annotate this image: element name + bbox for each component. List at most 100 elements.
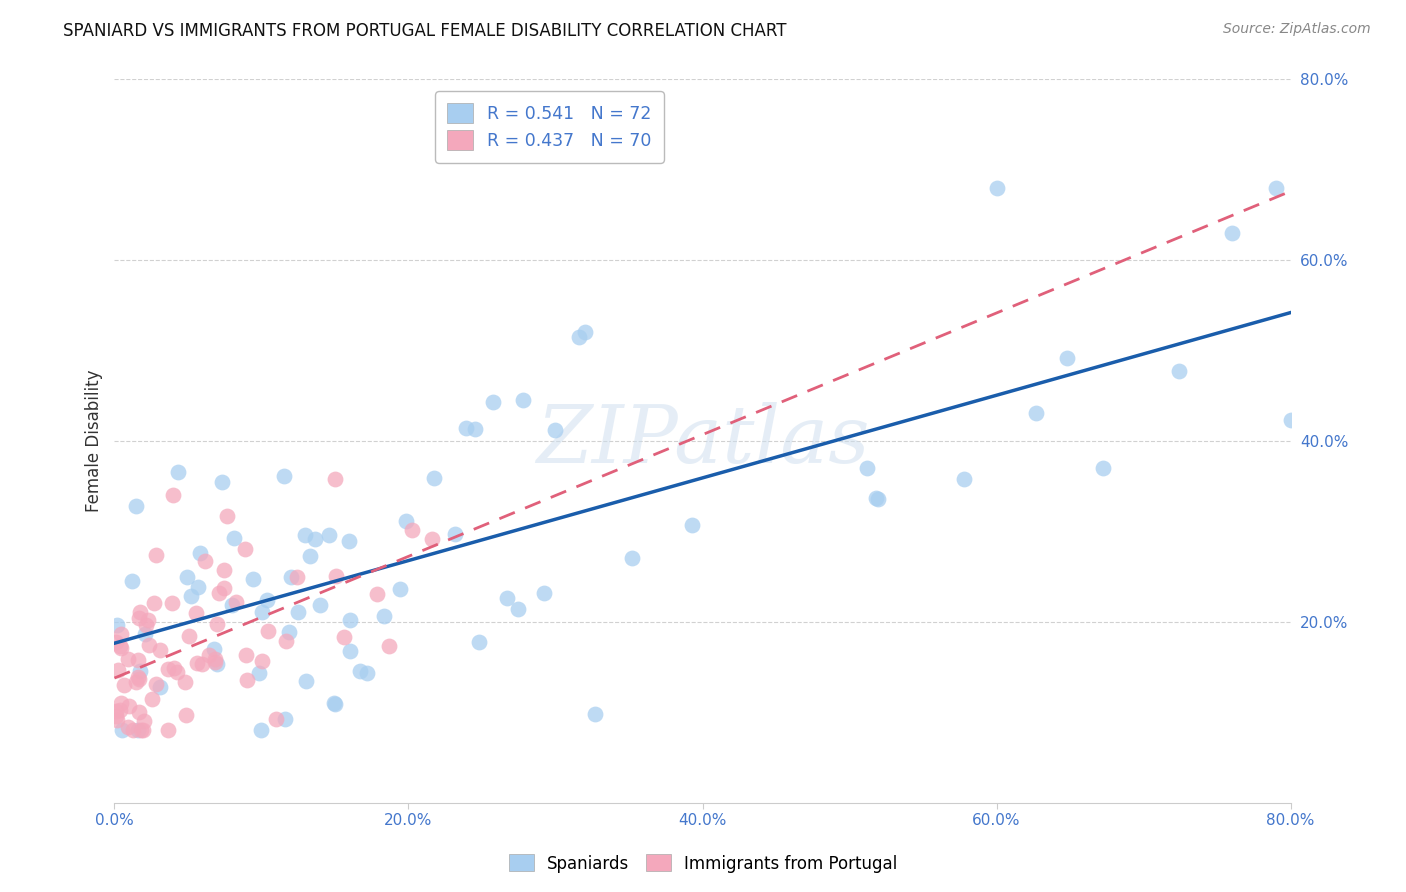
Point (173, 675, 195, 690)
Point (252, 654, 274, 668)
Point (197, 648, 219, 662)
Point (304, 532, 326, 546)
Point (323, 698, 346, 712)
Point (235, 648, 257, 662)
Point (174, 708, 197, 723)
Point (401, 523, 423, 537)
Legend: R = 0.541   N = 72, R = 0.437   N = 70: R = 0.541 N = 72, R = 0.437 N = 70 (436, 91, 664, 162)
Point (256, 593, 278, 607)
Point (132, 723, 155, 738)
Point (128, 611, 150, 625)
Point (339, 644, 361, 658)
Text: Source: ZipAtlas.com: Source: ZipAtlas.com (1223, 22, 1371, 37)
Point (280, 570, 302, 584)
Point (110, 640, 132, 655)
Point (122, 723, 145, 738)
Point (221, 599, 243, 613)
Point (495, 591, 517, 605)
Point (274, 634, 297, 648)
Point (111, 723, 134, 738)
Point (104, 709, 127, 723)
Point (1264, 180, 1286, 194)
Point (1167, 364, 1189, 378)
Point (366, 587, 388, 601)
Point (285, 570, 308, 584)
Point (205, 657, 228, 671)
Point (145, 548, 167, 562)
Point (574, 325, 596, 339)
Point (318, 528, 340, 542)
Point (166, 465, 188, 479)
Point (191, 657, 214, 672)
Point (117, 651, 139, 665)
Point (443, 527, 465, 541)
Point (118, 698, 141, 713)
Point (323, 472, 346, 486)
Point (222, 531, 245, 545)
Point (110, 703, 132, 717)
Point (163, 661, 186, 675)
Point (273, 712, 295, 726)
Point (186, 606, 208, 620)
Point (533, 586, 555, 600)
Point (205, 617, 228, 632)
Point (298, 549, 321, 564)
Point (117, 720, 139, 734)
Point (141, 691, 163, 706)
Point (349, 665, 371, 679)
Text: SPANIARD VS IMMIGRANTS FROM PORTUGAL FEMALE DISABILITY CORRELATION CHART: SPANIARD VS IMMIGRANTS FROM PORTUGAL FEM… (63, 22, 787, 40)
Point (212, 563, 235, 577)
Point (544, 423, 567, 437)
Point (188, 546, 211, 560)
Point (264, 712, 287, 726)
Text: ZIPatlas: ZIPatlas (536, 402, 869, 480)
Y-axis label: Female Disability: Female Disability (86, 369, 103, 512)
Point (247, 666, 270, 681)
Point (423, 471, 446, 485)
Point (110, 626, 132, 640)
Legend: Spaniards, Immigrants from Portugal: Spaniards, Immigrants from Portugal (502, 847, 904, 880)
Point (112, 677, 135, 691)
Point (277, 624, 299, 639)
Point (166, 665, 188, 679)
Point (333, 630, 356, 644)
Point (252, 605, 274, 619)
Point (160, 596, 183, 610)
Point (1025, 406, 1047, 420)
Point (129, 723, 152, 738)
Point (287, 606, 309, 620)
Point (135, 618, 157, 632)
Point (256, 624, 278, 638)
Point (325, 569, 347, 583)
Point (953, 472, 976, 486)
Point (125, 675, 148, 690)
Point (250, 723, 273, 738)
Point (157, 723, 180, 738)
Point (108, 639, 131, 653)
Point (194, 554, 217, 568)
Point (620, 551, 643, 566)
Point (309, 599, 332, 613)
Point (1056, 351, 1078, 366)
Point (105, 713, 128, 727)
Point (149, 642, 172, 657)
Point (214, 582, 236, 596)
Point (134, 627, 156, 641)
Point (233, 542, 256, 557)
Point (420, 532, 443, 546)
Point (512, 393, 534, 408)
Point (121, 574, 143, 588)
Point (104, 634, 127, 648)
Point (202, 641, 225, 656)
Point (204, 656, 226, 670)
Point (373, 609, 395, 624)
Point (156, 662, 179, 676)
Point (105, 618, 128, 632)
Point (138, 638, 160, 652)
Point (339, 533, 361, 548)
Point (681, 517, 703, 532)
Point (128, 705, 150, 719)
Point (127, 653, 149, 667)
Point (138, 613, 160, 627)
Point (866, 492, 889, 507)
